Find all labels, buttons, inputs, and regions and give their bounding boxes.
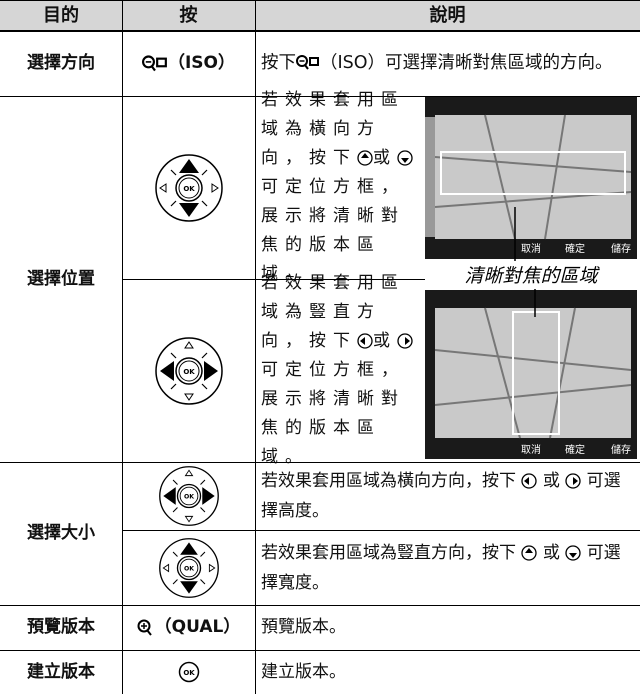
rule [122, 279, 425, 280]
text: 可定位方框，展示將清晰對焦的版本區域。 [261, 177, 405, 284]
purpose: 預覽版本 [27, 617, 95, 637]
text: 或 [373, 148, 397, 168]
button-text: （QUAL） [154, 617, 241, 637]
overlay-label: 取消 [521, 443, 541, 456]
ok-label: OK [183, 494, 193, 501]
description-cell: 按下 （ISO）可選擇清晰對焦區域的方向。 [255, 30, 640, 96]
description-cell: 若效果套用區域為橫向方向，按下 或可定位方框，展示將清晰對焦的版本區域。 [255, 90, 425, 284]
text: 若效果套用區域為豎直方向，按下 [261, 542, 516, 563]
description-cell: 建立版本。 [255, 650, 640, 694]
ok-label: OK [183, 185, 195, 193]
text: （ISO）可選擇清晰對焦區域的方向。 [320, 52, 613, 73]
overlay-label: 儲存 [611, 242, 631, 255]
description-cell: 若效果套用區域為橫向方向，按下 或 可選擇高度。 [255, 462, 640, 530]
text: 預覽版本。 [261, 617, 346, 637]
button-cell: OK [122, 650, 255, 694]
text: 建立版本。 [261, 661, 346, 682]
button-cell: OK [122, 462, 255, 530]
ok-label: OK [183, 368, 195, 376]
overlay-label: 確定 [565, 242, 585, 255]
overlay-label: 確定 [565, 443, 585, 456]
purpose: 選擇方向 [27, 52, 95, 73]
header: 按 [122, 0, 255, 30]
text: 若效果套用區域為橫向方向，按下 [261, 90, 405, 168]
description-cell: 預覽版本。 [255, 605, 640, 650]
header: 目的 [0, 0, 122, 30]
text: 按下 [261, 52, 296, 73]
button-cell: OK [122, 96, 255, 279]
purpose: 建立版本 [27, 661, 95, 682]
ok-label: OK [183, 565, 193, 572]
rule [255, 0, 256, 694]
text: 可選擇高度。 [261, 471, 621, 521]
button-cell: （ISO） [122, 30, 255, 96]
rule [0, 650, 640, 651]
rule [0, 30, 640, 32]
description-cell: 若效果套用區域為豎直方向，按下 或 可選擇寬度。 [255, 530, 640, 605]
text: 或 [542, 471, 560, 491]
text: 可選擇寬度。 [261, 542, 621, 593]
header: 說明 [255, 0, 640, 30]
screenshots: 取消 確定 儲存 取消 確定 儲存 清晰對焦的區域 [425, 97, 637, 459]
description-cell: 若效果套用區域為豎直方向，按下 或可定位方框，展示將清晰對焦的版本區域。 [255, 273, 425, 467]
ok-label: OK [183, 669, 195, 677]
image-caption: 清晰對焦的區域 [464, 265, 600, 287]
button-text: （ISO） [167, 52, 236, 73]
button-cell: （QUAL） [122, 605, 255, 650]
text: 若效果套用區域為橫向方向，按下 [261, 471, 516, 491]
rule [0, 96, 640, 97]
screenshot-portrait: 取消 確定 儲存 [425, 290, 637, 459]
button-cell: OK [122, 530, 255, 605]
purpose: 選擇大小 [27, 523, 95, 543]
text: 或 [373, 331, 397, 351]
overlay-label: 取消 [521, 242, 541, 255]
text: 可定位方框，展示將清晰對焦的版本區域。 [261, 360, 405, 467]
text: 若效果套用區域為豎直方向，按下 [261, 273, 405, 351]
rule [122, 530, 640, 531]
rule [0, 0, 640, 1]
overlay-label: 儲存 [611, 443, 631, 456]
rule [0, 605, 640, 606]
screenshot-landscape: 取消 確定 儲存 [425, 97, 637, 259]
text: 或 [542, 542, 560, 563]
purpose: 選擇位置 [27, 268, 95, 289]
rule [122, 0, 123, 694]
rule [0, 462, 640, 463]
button-cell: OK [122, 279, 255, 462]
